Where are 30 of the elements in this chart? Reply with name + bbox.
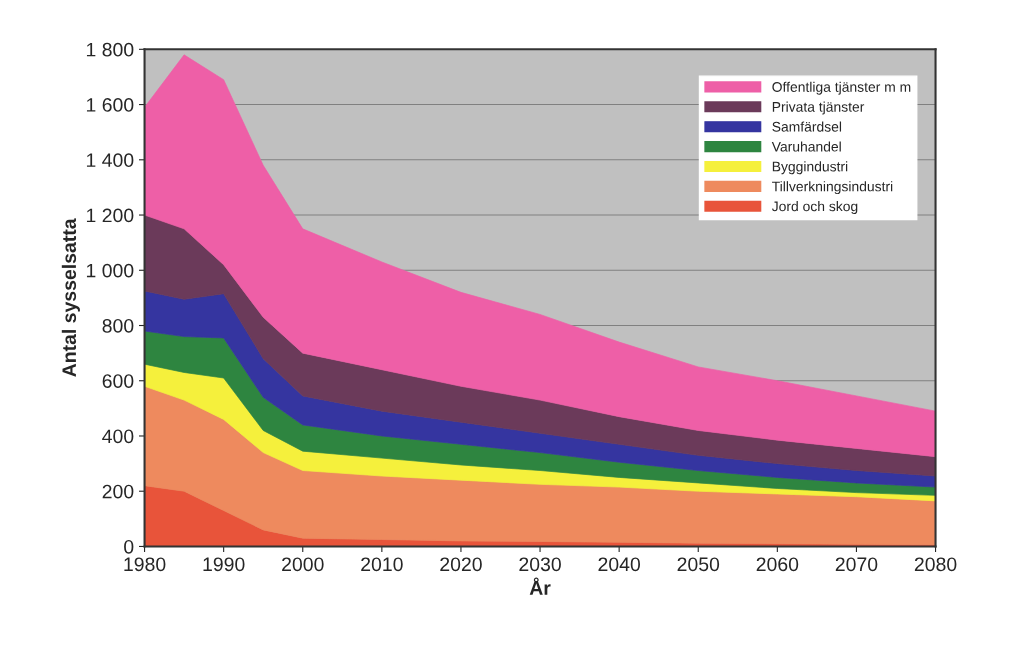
x-tick-label: 2020 (440, 557, 482, 572)
legend-label: Samfärdsel (772, 121, 842, 132)
x-tick-label: 2080 (914, 557, 957, 572)
x-tick-label: 2060 (756, 557, 799, 572)
legend-label: Privata tjänster (772, 101, 865, 115)
y-tick-label: 600 (102, 374, 134, 388)
x-tick-label: 2070 (835, 557, 878, 572)
x-tick-label: 2030 (519, 557, 561, 572)
y-tick-label: 1 200 (86, 208, 134, 223)
x-axis-title: År (529, 577, 551, 595)
legend-label: Offentliga tjänster m m (772, 81, 911, 95)
y-tick-label: 800 (102, 318, 134, 333)
y-tick-label: 1 000 (86, 263, 134, 278)
y-tick-label: 1 400 (86, 153, 134, 168)
y-tick-label: 1 600 (86, 98, 134, 112)
legend-label: Tillverkningsindustri (772, 181, 893, 195)
x-tick-label: 2000 (282, 557, 324, 572)
y-tick-label: 0 (124, 539, 134, 554)
legend-label: Varuhandel (771, 141, 841, 152)
legend-label: Byggindustri (772, 161, 848, 175)
x-tick-label: 2010 (361, 557, 403, 572)
y-axis-title: Antal sysselsatta (61, 218, 80, 377)
x-tick-label: 1990 (203, 557, 245, 572)
x-tick-label: 2050 (677, 557, 720, 572)
y-tick-label: 1 800 (86, 42, 134, 57)
y-tick-label: 200 (102, 484, 134, 499)
y-tick-label: 400 (102, 429, 134, 444)
x-tick-label: 2040 (598, 557, 641, 572)
x-tick-label: 1980 (124, 557, 166, 572)
legend-label: Jord och skog (771, 201, 858, 215)
